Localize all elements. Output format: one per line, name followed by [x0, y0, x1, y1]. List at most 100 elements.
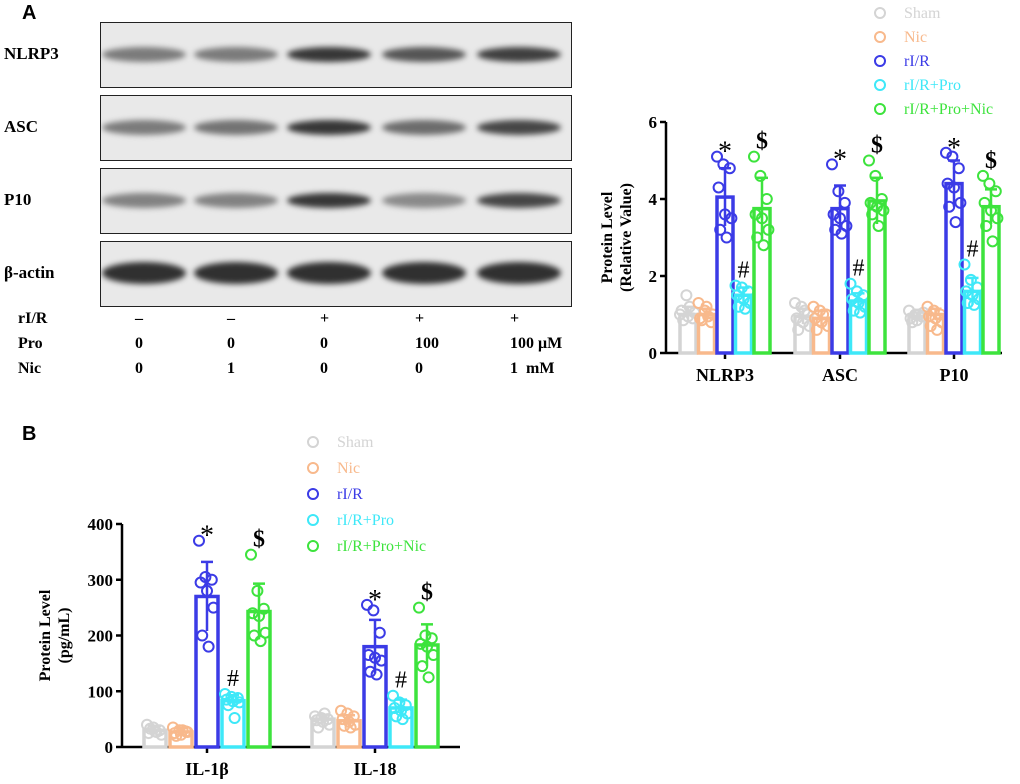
significance-marker: *: [368, 585, 382, 616]
data-point: [986, 235, 999, 248]
blot-band: [477, 120, 561, 135]
significance-marker: $: [253, 527, 265, 553]
data-point: [989, 185, 1002, 198]
data-point: [375, 654, 388, 667]
data-point: [338, 719, 351, 732]
data-point: [817, 308, 830, 321]
significance-marker: #: [967, 236, 979, 262]
data-point: [202, 640, 215, 653]
condition-label: rI/R: [18, 310, 48, 327]
significance-marker: *: [200, 521, 214, 552]
data-point: [760, 193, 773, 205]
panel-a-label: A: [22, 2, 37, 24]
data-point: [792, 323, 805, 336]
data-point: [144, 722, 157, 735]
data-point: [312, 721, 325, 734]
blot-band: [102, 262, 186, 284]
blot-band: [477, 193, 561, 208]
blot-band: [287, 120, 371, 135]
blot-band: [194, 47, 278, 62]
data-point: [364, 665, 377, 678]
data-point: [847, 304, 860, 317]
data-point: [946, 150, 959, 163]
data-point: [714, 223, 727, 236]
data-point: [748, 150, 760, 163]
data-point: [176, 724, 189, 737]
data-point: [323, 718, 336, 731]
blot-row-label: ASC: [4, 117, 39, 136]
blot-band: [477, 47, 561, 62]
data-point: [723, 162, 736, 175]
y-tick-label: 2: [649, 267, 658, 286]
data-point: [253, 609, 265, 622]
data-point: [958, 258, 971, 271]
data-point: [694, 312, 707, 325]
data-point: [954, 196, 967, 209]
blot-band: [102, 193, 186, 208]
data-point: [421, 640, 433, 653]
condition-value: 0: [135, 335, 143, 352]
data-point: [427, 649, 440, 662]
condition-value: 0: [415, 360, 423, 377]
y-tick-label: 6: [649, 113, 658, 132]
data-point: [228, 712, 241, 725]
data-point: [863, 154, 875, 167]
blot-band: [382, 120, 466, 135]
significance-marker: $: [421, 580, 433, 606]
data-point: [872, 219, 885, 232]
data-point: [985, 204, 997, 217]
data-point: [869, 169, 882, 182]
legend-label: Nic: [904, 29, 927, 46]
legend-label: rI/R+Pro: [904, 77, 961, 94]
y-tick-label: 100: [88, 682, 114, 701]
data-point: [757, 239, 770, 252]
data-point: [964, 273, 977, 286]
blot-band: [287, 262, 371, 284]
data-point: [844, 277, 857, 290]
data-point: [254, 635, 267, 648]
legend-label: rI/R+Pro+Nic: [337, 538, 426, 555]
legend-marker: [874, 103, 886, 115]
y-tick-label: 4: [649, 190, 658, 209]
data-point: [196, 629, 209, 642]
blot-band: [477, 262, 561, 284]
legend-marker: [307, 462, 319, 474]
legend-marker: [307, 488, 319, 500]
legend-label: rI/R+Pro+Nic: [904, 101, 993, 118]
significance-marker: #: [853, 256, 865, 282]
significance-marker: #: [227, 666, 239, 692]
data-point: [711, 150, 723, 163]
condition-value: 1 mM: [510, 360, 555, 377]
blot-band: [194, 193, 278, 208]
condition-label: Pro: [18, 335, 43, 352]
legend-marker: [307, 514, 319, 526]
data-point: [150, 725, 163, 738]
data-point: [838, 196, 851, 209]
data-point: [373, 626, 386, 639]
y-tick-label: 0: [649, 344, 658, 363]
y-tick-label: 200: [88, 627, 114, 646]
data-point: [416, 660, 429, 673]
data-point: [318, 707, 331, 720]
significance-marker: $: [871, 133, 883, 159]
data-point: [370, 668, 383, 681]
x-tick-label: IL-18: [353, 759, 396, 779]
legend-label: rI/R: [337, 486, 363, 503]
significance-marker: #: [738, 258, 750, 284]
data-point: [367, 604, 380, 617]
x-tick-label: ASC: [822, 365, 858, 385]
data-point: [991, 212, 1004, 225]
data-point: [835, 227, 848, 240]
legend-marker: [874, 7, 886, 19]
data-point: [756, 212, 768, 225]
y-axis-label-line: Protein Level: [37, 589, 54, 681]
data-point: [968, 298, 981, 311]
data-point: [362, 649, 375, 662]
blot-panel-P10: [100, 168, 572, 234]
significance-marker: #: [395, 668, 407, 694]
data-point: [810, 323, 823, 336]
data-point: [677, 314, 690, 327]
data-point: [762, 223, 775, 236]
legend-marker: [307, 436, 319, 448]
